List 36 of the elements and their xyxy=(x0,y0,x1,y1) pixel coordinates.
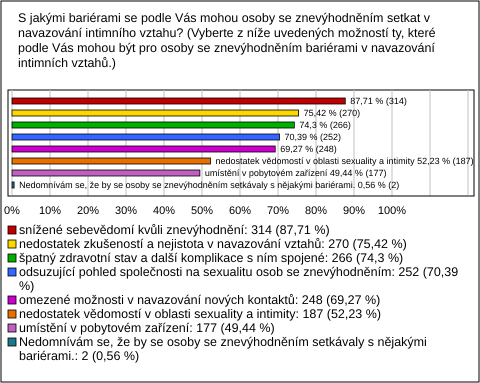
x-tick-label: 40% xyxy=(152,205,176,217)
data-label: 69,27 % (248) xyxy=(280,144,337,154)
data-label: nedostatek vědomostí v oblasti sexuality a intimity 52,23 % (187) xyxy=(215,156,474,166)
x-tick-label: 0% xyxy=(4,205,20,217)
legend-label: nedostatek vědomostí v oblasti sexuality a intimity: 187 (52,23 %) xyxy=(19,307,381,321)
x-tick-label: 20% xyxy=(76,205,100,217)
bar xyxy=(12,170,200,176)
bar xyxy=(12,98,346,104)
legend-label: omezené možnosti v navazování nových kontaktů: 248 (69,27 %) xyxy=(19,293,380,307)
legend-label: špatný zdravotní stav a další komplikace s ním spojené: 266 (74,3 %) xyxy=(19,251,404,265)
data-label: umístění v pobytovém zařízení 49,44 % (177) xyxy=(204,168,386,178)
bar xyxy=(12,146,276,152)
x-tick-label: 30% xyxy=(114,205,138,217)
legend-label: Nedomnívám se, že by se osoby se znevýhodněním setkávaly s nějakými bariérami.: 2 (0,56 %) xyxy=(19,335,427,363)
x-tick-label: 100% xyxy=(378,205,406,217)
legend-label: snížené sebevědomí kvůli znevýhodnění: 314 (87,71 %) xyxy=(19,223,330,237)
bar xyxy=(12,182,15,188)
x-tick-label: 70% xyxy=(266,205,290,217)
legend-label: nedostatek zkušeností a nejistota v navazování vztahů: 270 (75,42 %) xyxy=(19,237,407,251)
bar xyxy=(12,158,211,164)
data-label: 75,42 % (270) xyxy=(304,108,360,118)
x-tick-label: 10% xyxy=(38,205,62,217)
bar xyxy=(12,110,299,116)
legend-label: odsuzující pohled společnosti na sexualitu osob se znevýhodněním: 252 (70,39 %) xyxy=(19,265,458,293)
data-label: 87,71 % (314) xyxy=(350,96,407,106)
chart-title: S jakými bariérami se podle Vás mohou osoby se znevýhodněním setkat v navazování intimního vztahu? (Vyberte z níže uvedených možností ty, které podle Vás mohou být pro osoby se znevýhodněním bariérami v navazování intimních vztahů.) xyxy=(18,11,436,70)
data-label: Nedomnívám se, že by se osoby se znevýhodněním setkávaly s nějakými bariérami. 0,56 % (2) xyxy=(19,180,400,190)
bar xyxy=(12,134,280,140)
bar xyxy=(12,122,295,128)
x-tick-label: 60% xyxy=(228,205,252,217)
x-tick-label: 50% xyxy=(190,205,214,217)
x-tick-label: 90% xyxy=(342,205,366,217)
data-label: 74,3 % (266) xyxy=(299,120,351,130)
x-tick-label: 80% xyxy=(304,205,328,217)
legend-label: umístění v pobytovém zařízení: 177 (49,44 %) xyxy=(19,321,275,335)
data-label: 70,39 % (252) xyxy=(284,132,342,142)
